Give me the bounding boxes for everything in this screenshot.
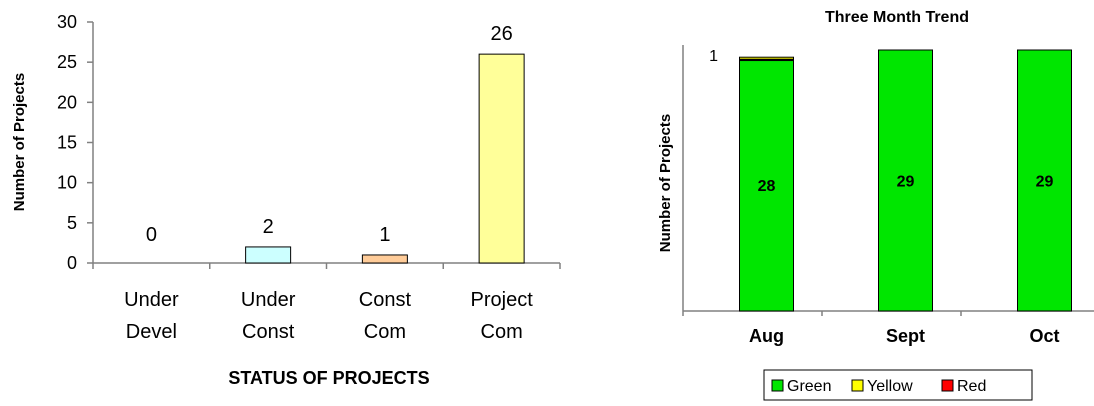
- legend-box: [763, 369, 1033, 401]
- legend-label-red: Red: [957, 378, 986, 395]
- x-tick-label: Devel: [126, 321, 177, 343]
- x-tick-label: Oct: [1029, 326, 1059, 346]
- bar-green: [739, 58, 794, 312]
- y-tick-label: 1: [709, 48, 718, 65]
- trend-chart: Three Month Trend Number of Projects 1 28…: [657, 9, 1094, 401]
- y-tick-label: 25: [57, 52, 77, 72]
- data-label: 1: [379, 224, 390, 246]
- status-chart: Number of Projects STATUS OF PROJECTS 0 5…: [11, 12, 561, 388]
- y-tick-label: 5: [67, 213, 77, 233]
- x-tick-label: Const: [359, 289, 412, 311]
- y-tick-label: 0: [67, 253, 77, 273]
- x-tick-label: Const: [242, 321, 295, 343]
- data-label: 29: [897, 174, 915, 191]
- bar-yellow: [739, 56, 794, 60]
- bar: [245, 246, 292, 264]
- legend-swatch-green: [771, 379, 784, 392]
- data-label: 0: [146, 224, 157, 246]
- bar-green: [878, 49, 933, 312]
- x-tick-label: Under: [124, 289, 179, 311]
- x-tick-label: Com: [481, 321, 523, 343]
- y-tick-label: 30: [57, 12, 77, 32]
- data-label: 2: [263, 216, 274, 238]
- x-tick-label: Project: [471, 289, 534, 311]
- y-tick-label: 10: [57, 173, 77, 193]
- legend-label-yellow: Yellow: [867, 378, 913, 395]
- data-label: 28: [758, 178, 776, 195]
- legend-label-green: Green: [787, 378, 831, 395]
- x-tick-label: Aug: [749, 326, 784, 346]
- bar: [478, 53, 525, 264]
- y-tick-label: 20: [57, 92, 77, 112]
- x-tick-label: Under: [241, 289, 296, 311]
- bar-green: [1017, 49, 1072, 312]
- data-label: 26: [491, 23, 513, 45]
- x-tick-label: Com: [364, 321, 406, 343]
- legend-swatch-yellow: [851, 379, 864, 392]
- y-axis-title: Number of Projects: [657, 114, 674, 252]
- chart-title: Three Month Trend: [825, 9, 969, 26]
- data-label: 29: [1036, 174, 1054, 191]
- bar: [361, 254, 408, 264]
- x-axis-title: STATUS OF PROJECTS: [228, 368, 429, 388]
- x-tick-label: Sept: [886, 326, 925, 346]
- legend-swatch-red: [941, 379, 954, 392]
- y-axis-title: Number of Projects: [11, 73, 28, 211]
- y-tick-label: 15: [57, 133, 77, 153]
